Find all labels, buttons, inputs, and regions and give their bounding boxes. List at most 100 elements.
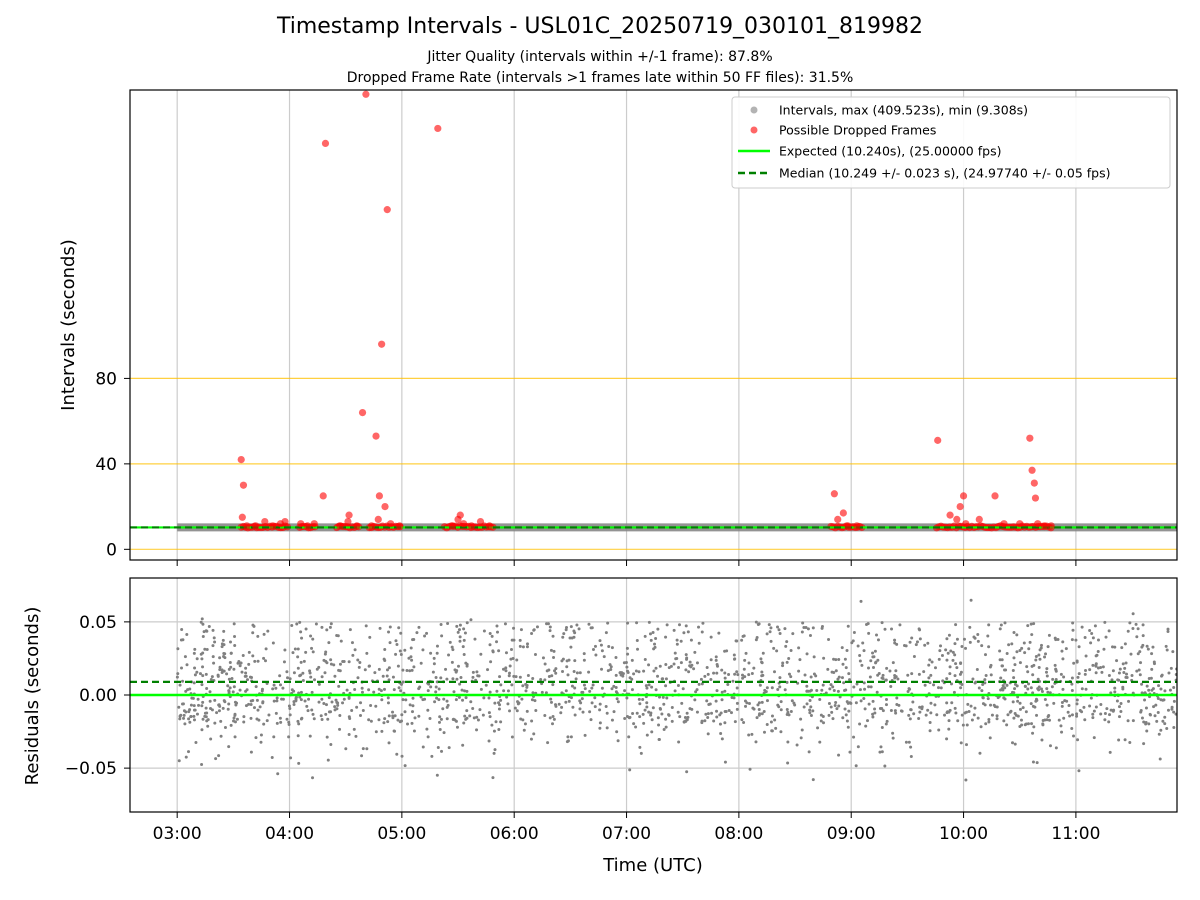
residual-point — [858, 722, 862, 726]
residual-point — [642, 721, 646, 725]
residual-point — [675, 656, 679, 660]
residual-point — [228, 686, 232, 690]
residual-point — [569, 625, 573, 629]
residual-point — [183, 722, 187, 726]
residual-point — [797, 669, 801, 673]
residual-point — [773, 718, 777, 722]
residual-point — [353, 687, 357, 691]
residual-point — [200, 617, 204, 621]
residual-point — [309, 634, 313, 638]
residual-point — [518, 675, 522, 679]
residual-point — [1031, 691, 1035, 695]
residual-point — [685, 711, 689, 715]
residual-point — [876, 638, 880, 642]
residual-point — [1035, 761, 1039, 765]
residual-point — [369, 719, 373, 723]
residual-point — [806, 627, 810, 631]
residual-point — [651, 630, 655, 634]
residual-point — [632, 672, 636, 676]
residual-point — [249, 699, 253, 703]
residual-point — [873, 649, 877, 653]
residual-point — [1031, 731, 1035, 735]
residual-point — [740, 638, 744, 642]
residual-point — [811, 778, 815, 782]
residual-point — [1039, 646, 1043, 650]
residual-point — [835, 707, 839, 711]
residual-point — [656, 716, 660, 720]
residual-point — [255, 717, 259, 721]
residuals-x-tick-label: 04:00 — [265, 824, 314, 844]
residual-point — [564, 628, 568, 632]
residual-point — [742, 720, 746, 724]
residual-point — [802, 625, 806, 629]
residual-point — [194, 741, 198, 745]
residual-point — [311, 637, 315, 641]
residual-point — [692, 667, 696, 671]
residual-point — [723, 689, 727, 693]
residual-point — [681, 687, 685, 691]
residual-point — [883, 764, 887, 768]
residual-point — [192, 718, 196, 722]
residual-point — [322, 702, 326, 706]
residual-point — [661, 695, 665, 699]
residual-point — [387, 666, 391, 670]
residual-point — [426, 689, 430, 693]
residual-point — [899, 709, 903, 713]
residual-point — [456, 630, 460, 634]
residual-point — [593, 644, 597, 648]
residual-point — [1071, 621, 1075, 625]
legend-marker-intervals — [750, 106, 758, 114]
residual-point — [199, 620, 203, 624]
residual-point — [1061, 657, 1065, 661]
residual-point — [736, 673, 740, 677]
residual-point — [365, 747, 369, 751]
residual-point — [760, 700, 764, 704]
residual-point — [543, 678, 547, 682]
residual-point — [391, 710, 395, 714]
residual-point — [307, 697, 311, 701]
residual-point — [973, 706, 977, 710]
residual-point — [1099, 665, 1103, 669]
residual-point — [178, 717, 182, 721]
residual-point — [1128, 740, 1132, 744]
residual-point — [727, 673, 731, 677]
residual-point — [667, 666, 671, 670]
residual-point — [220, 671, 224, 675]
residual-point — [894, 669, 898, 673]
residual-point — [274, 711, 278, 715]
residual-point — [1103, 620, 1107, 624]
residual-point — [760, 712, 764, 716]
residual-point — [188, 720, 192, 724]
residual-point — [904, 740, 908, 744]
residual-point — [1111, 645, 1115, 649]
residual-point — [509, 657, 513, 661]
residual-point — [952, 690, 956, 694]
residual-point — [1134, 622, 1138, 626]
residual-point — [492, 751, 496, 755]
residual-point — [984, 722, 988, 726]
residual-point — [491, 650, 495, 654]
residual-point — [510, 683, 514, 687]
residual-point — [429, 685, 433, 689]
residual-point — [767, 623, 771, 627]
residual-point — [252, 706, 256, 710]
residual-point — [535, 625, 539, 629]
residual-point — [336, 703, 340, 707]
residual-point — [439, 717, 443, 721]
residual-point — [684, 624, 688, 628]
residual-point — [565, 626, 569, 630]
residual-point — [253, 659, 257, 663]
residual-point — [777, 705, 781, 709]
residual-point — [1051, 677, 1055, 681]
residual-point — [329, 662, 333, 666]
residual-point — [264, 647, 268, 651]
residual-point — [783, 688, 787, 692]
residual-point — [1147, 688, 1151, 692]
residual-point — [1107, 629, 1111, 633]
residual-point — [297, 722, 301, 726]
residual-point — [748, 767, 752, 771]
residual-point — [885, 666, 889, 670]
residual-point — [505, 695, 509, 699]
residual-point — [1035, 713, 1039, 717]
residual-point — [518, 638, 522, 642]
